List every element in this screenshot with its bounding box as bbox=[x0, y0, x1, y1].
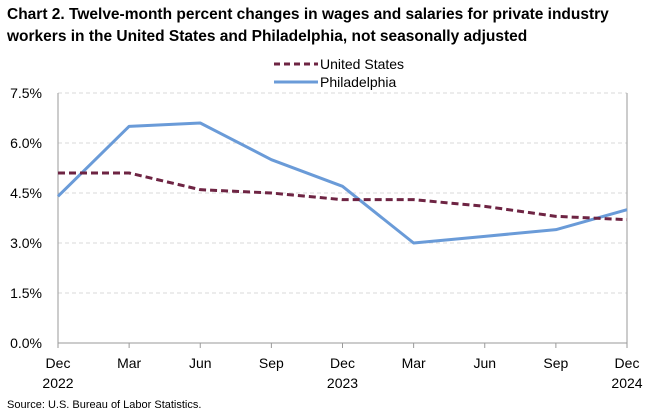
x-tick-year-label: 2023 bbox=[327, 375, 358, 391]
y-tick-label: 4.5% bbox=[10, 185, 42, 201]
chart-title: Chart 2. Twelve-month percent changes in… bbox=[7, 6, 609, 45]
axes bbox=[57, 93, 628, 348]
x-tick-label: Mar bbox=[117, 355, 141, 371]
x-tick-label: Dec bbox=[330, 355, 355, 371]
legend-label-united-states: United States bbox=[320, 56, 404, 72]
y-tick-label: 6.0% bbox=[10, 135, 42, 151]
x-tick-year-label: 2022 bbox=[42, 375, 73, 391]
series-lines bbox=[56, 121, 628, 245]
y-tick-label: 0.0% bbox=[10, 335, 42, 351]
y-tick-label: 7.5% bbox=[10, 85, 42, 101]
x-tick-year-label: 2024 bbox=[611, 375, 642, 391]
legend-label-philadelphia: Philadelphia bbox=[320, 74, 396, 90]
source-note: Source: U.S. Bureau of Labor Statistics. bbox=[7, 399, 202, 411]
y-axis-labels: 7.5% 6.0% 4.5% 3.0% 1.5% 0.0% bbox=[10, 85, 42, 351]
x-axis-labels: Dec 2022 Mar Jun Sep Dec 2023 Mar Jun Sep Dec 2024 bbox=[42, 355, 642, 391]
series-line-philadelphia bbox=[56, 121, 628, 245]
y-tick-label: 3.0% bbox=[10, 235, 42, 251]
x-tick-label: Sep bbox=[259, 355, 284, 371]
x-tick-label: Dec bbox=[46, 355, 71, 371]
series-line-united-states bbox=[58, 171, 628, 222]
legend: United States Philadelphia bbox=[274, 56, 404, 90]
x-tick-label: Mar bbox=[402, 355, 426, 371]
x-tick-label: Dec bbox=[615, 355, 640, 371]
gridlines bbox=[58, 92, 627, 294]
x-tick-label: Jun bbox=[189, 355, 212, 371]
y-tick-label: 1.5% bbox=[10, 285, 42, 301]
x-tick-label: Sep bbox=[543, 355, 568, 371]
x-tick-label: Jun bbox=[473, 355, 496, 371]
